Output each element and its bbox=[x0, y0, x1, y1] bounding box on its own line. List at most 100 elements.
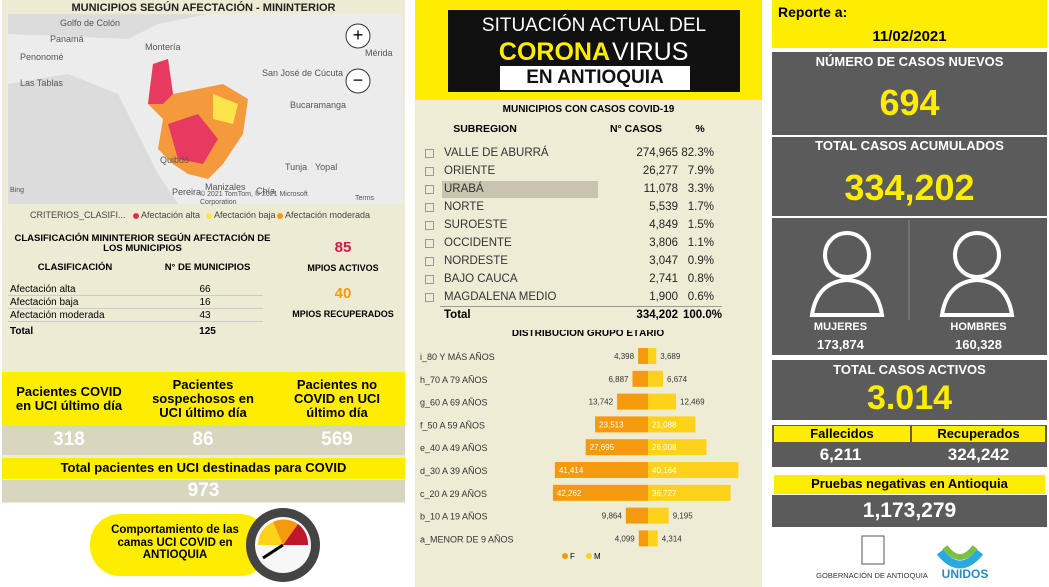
uci-label: Pacientes COVID en UCI último día bbox=[15, 383, 123, 413]
bar-label: 40,164 bbox=[652, 466, 677, 475]
age-label: f_50 A 59 AÑOS bbox=[420, 420, 485, 430]
map-label: Manizales bbox=[205, 182, 246, 193]
expand-icon bbox=[425, 185, 434, 194]
map-label: Las Tablas bbox=[20, 78, 63, 89]
map-label: Terms bbox=[355, 195, 375, 203]
percent: 82.3% bbox=[681, 147, 714, 160]
expand-icon bbox=[425, 239, 434, 248]
total-label: TOTAL CASOS ACUMULADOS bbox=[815, 137, 1004, 153]
map-label: Bing bbox=[10, 187, 25, 195]
bar-label: 4,099 bbox=[615, 534, 636, 543]
row-value: 66 bbox=[199, 283, 211, 295]
total-line bbox=[440, 306, 722, 307]
bar bbox=[648, 462, 739, 478]
bar bbox=[552, 484, 648, 501]
legend-item: Afectación baja bbox=[214, 210, 276, 221]
sep bbox=[772, 135, 1047, 137]
bar bbox=[648, 484, 731, 501]
table-header: SUBREGION bbox=[453, 123, 517, 136]
women-label: MUJERES bbox=[813, 320, 868, 333]
percent: 0.6% bbox=[687, 291, 714, 304]
chart-title: DISTRIBUCIÓN GRUPO ETÁRIO bbox=[512, 330, 664, 339]
logo-text: GOBERNACIÓN DE ANTIOQUIA bbox=[816, 570, 928, 580]
subregion: MAGDALENA MEDIO bbox=[444, 291, 557, 304]
svg-text:+: + bbox=[353, 25, 364, 45]
legend-label: F bbox=[570, 552, 575, 560]
banner-line: SITUACIÓN ACTUAL DEL bbox=[481, 14, 707, 36]
active-label: MPIOS ACTIVOS bbox=[307, 263, 379, 274]
men-label: HOMBRES bbox=[950, 320, 1007, 333]
cases: 26,277 bbox=[642, 165, 678, 178]
bar bbox=[648, 416, 696, 433]
expand-icon bbox=[425, 221, 434, 230]
row-line bbox=[8, 295, 263, 296]
bar bbox=[554, 462, 648, 478]
report-date: 11/02/2021 bbox=[872, 27, 947, 45]
uci-value: 569 bbox=[321, 428, 353, 450]
subregion: NORTE bbox=[444, 201, 485, 214]
map-title: MUNICIPIOS SEGÚN AFECTACIÓN - MININTERIO… bbox=[71, 1, 336, 14]
map-label: Penonomé bbox=[20, 52, 64, 63]
table-header: N° CASOS bbox=[609, 123, 663, 136]
sep bbox=[772, 216, 1047, 218]
report-label: Reporte a: bbox=[778, 4, 848, 21]
uci-total-bar bbox=[2, 458, 405, 479]
legend-label: M bbox=[594, 552, 601, 560]
logos bbox=[861, 535, 984, 569]
bar bbox=[648, 370, 664, 387]
active-box bbox=[772, 360, 1047, 420]
percent: 7.9% bbox=[687, 165, 714, 178]
age-label: g_60 A 69 AÑOS bbox=[420, 398, 488, 408]
legend-item: Afectación alta bbox=[141, 210, 201, 221]
bar bbox=[648, 507, 669, 524]
expand-icon bbox=[425, 293, 434, 302]
row-value: 16 bbox=[199, 296, 211, 308]
deaths-label: Fallecidos bbox=[774, 426, 910, 442]
bar-label: 4,314 bbox=[662, 534, 683, 543]
total-label: Total bbox=[10, 325, 34, 337]
map-label: Bucaramanga bbox=[290, 100, 347, 111]
cases: 11,078 bbox=[643, 183, 678, 196]
table-header: % bbox=[695, 123, 705, 136]
map-label: © 2021 TomTom, © 2021 Microsoft Corporat… bbox=[200, 191, 308, 206]
age-label: c_20 A 29 AÑOS bbox=[420, 489, 487, 499]
new-value: 694 bbox=[879, 82, 940, 124]
active-value: 85 bbox=[334, 238, 352, 256]
row-label: Afectación moderada bbox=[10, 309, 105, 321]
uci-button-graphic[interactable] bbox=[88, 508, 328, 586]
age-label: e_40 A 49 AÑOS bbox=[420, 443, 488, 453]
map-label: Golfo de Colón bbox=[60, 18, 121, 29]
bar-label: 41,414 bbox=[559, 466, 584, 475]
percent: 0.9% bbox=[687, 255, 714, 268]
uci-button[interactable]: Comportamiento de las camas UCI COVID en… bbox=[111, 524, 239, 562]
bar-label: 3,689 bbox=[660, 352, 681, 361]
total-percent: 100.0% bbox=[682, 309, 722, 322]
subregion: VALLE DE ABURRÁ bbox=[444, 147, 549, 160]
gender-icons bbox=[809, 220, 1015, 320]
map: + − bbox=[8, 14, 403, 204]
deaths-value: 6,211 bbox=[819, 444, 862, 464]
expand-icon bbox=[425, 275, 434, 284]
expand-icon bbox=[425, 167, 434, 176]
expand-icon bbox=[425, 149, 434, 158]
percent: 1.7% bbox=[687, 201, 714, 214]
bar-label: 9,864 bbox=[602, 512, 623, 521]
tests-value: 1,173,279 bbox=[772, 495, 1047, 527]
age-label: a_MENOR DE 9 AÑOS bbox=[420, 534, 514, 544]
map-label: Yopal bbox=[315, 162, 338, 173]
subregion: URABÁ bbox=[444, 183, 484, 196]
bar bbox=[617, 393, 648, 410]
uci-value: 86 bbox=[192, 428, 214, 450]
bar-label: 21,088 bbox=[652, 420, 677, 429]
row-highlight bbox=[442, 181, 598, 198]
bar-label: 12,469 bbox=[680, 398, 705, 407]
percent: 1.5% bbox=[687, 219, 714, 232]
map-label: Panamá bbox=[50, 34, 84, 45]
bar bbox=[595, 416, 648, 433]
report-box bbox=[772, 0, 1047, 48]
legend-dot bbox=[206, 213, 212, 219]
bar-label: 26,008 bbox=[652, 443, 677, 452]
bar bbox=[632, 370, 648, 387]
legend-item: Afectación moderada bbox=[285, 210, 371, 221]
